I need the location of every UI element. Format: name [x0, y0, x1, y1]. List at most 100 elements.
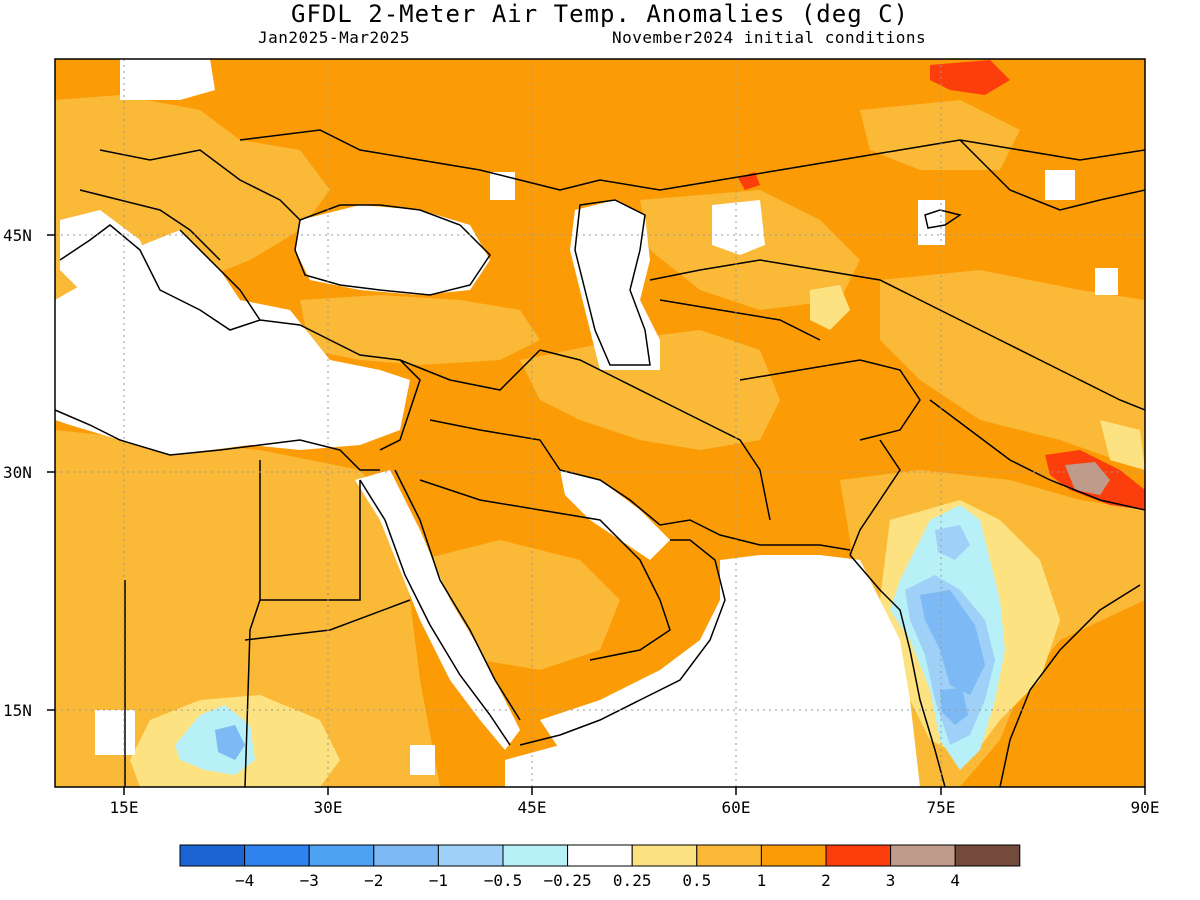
strong-warm-region-siberia	[930, 60, 1010, 95]
border-afghan	[739, 359, 921, 441]
cool-region-deccan	[940, 688, 968, 725]
lon-label-15e: 15E	[110, 798, 139, 817]
arabian-sea	[540, 555, 920, 787]
colorbar-swatch	[825, 844, 892, 867]
colorbar-swatch	[437, 844, 504, 867]
black-sea	[295, 205, 490, 295]
colorbar-swatch	[244, 844, 310, 867]
lon-label-45e: 45E	[518, 798, 547, 817]
colorbar-swatch	[567, 844, 633, 867]
coast-north-africa	[55, 409, 380, 471]
colorbar-swatch	[760, 844, 827, 867]
colorbar-label: 3	[886, 871, 896, 890]
colorbar-label: 1	[757, 871, 767, 890]
very-warm-region-himalaya	[1065, 462, 1110, 495]
map-frame	[54, 58, 1146, 788]
border-kazakh-south	[649, 259, 921, 301]
coast-red-sea-east	[394, 469, 521, 721]
border-europe-a	[99, 149, 301, 221]
gap-ethiopia	[410, 745, 435, 775]
border-egypt	[259, 460, 361, 601]
border-iran	[539, 349, 771, 521]
cool-region-sudan	[215, 725, 245, 760]
colorbar: −4 −3 −2 −1 −0.5 −0.25 0.25 0.5 1 2 3 4	[179, 844, 1021, 890]
border-iraq	[429, 419, 561, 471]
colorbar-label: −3	[300, 871, 319, 890]
border-saudi	[419, 479, 671, 661]
coast-red-sea-west	[359, 479, 511, 746]
slight-warm-region-kazakh	[810, 285, 850, 330]
colorbar-label: −4	[235, 871, 254, 890]
gulf-of-aden	[505, 745, 600, 787]
border-europe-b	[79, 189, 221, 261]
axis-ticks	[47, 234, 1146, 795]
gridlines	[55, 59, 1145, 787]
border-pakistan-india	[849, 439, 901, 556]
chart-title: GFDL 2-Meter Air Temp. Anomalies (deg C)	[291, 0, 909, 28]
colorbar-label: 0.25	[613, 871, 652, 890]
lat-label-45n: 45N	[3, 226, 32, 245]
lake-balkhash	[924, 209, 962, 229]
persian-gulf	[560, 470, 670, 560]
forecast-period: Jan2025-Mar2025	[258, 28, 410, 47]
coast-india-east	[999, 584, 1141, 787]
moderate-warm-region-turkey	[300, 295, 540, 365]
moderate-warm-region-iran	[520, 330, 780, 450]
border-libya	[244, 599, 261, 787]
lon-label-60e: 60E	[722, 798, 751, 817]
moderate-warm-region-tibet	[880, 270, 1145, 470]
colorbar-label: 0.5	[682, 871, 711, 890]
gap-sudan	[95, 710, 135, 755]
border-himalaya	[929, 399, 1145, 511]
colorbar-swatch	[179, 844, 246, 867]
colorbar-swatch	[890, 844, 956, 867]
border-mongolia	[959, 139, 1145, 211]
north-europe-gap	[120, 59, 215, 100]
lat-label-30n: 30N	[3, 463, 32, 482]
colorbar-swatch	[373, 844, 439, 867]
moderate-warm-region-africa	[55, 430, 440, 787]
border-sudan	[244, 599, 411, 641]
coast-india-west	[849, 554, 946, 787]
lat-label-15n: 15N	[3, 701, 32, 720]
border-balkans	[179, 229, 261, 321]
colorbar-label: −0.5	[484, 871, 523, 890]
cool-region-india-north	[935, 525, 970, 560]
border-turkey	[399, 349, 541, 391]
colorbar-label: 4	[950, 871, 960, 890]
coast-arabia-south	[519, 539, 726, 746]
gap-north-kaz	[490, 172, 515, 200]
red-sea	[355, 470, 520, 750]
border-china-west	[919, 299, 1145, 411]
coast-persian-gulf	[559, 469, 851, 551]
colorbar-label: 2	[821, 871, 831, 890]
colorbar-swatch	[502, 844, 569, 867]
lon-label-30e: 30E	[314, 798, 343, 817]
slight-warm-region-tibet	[1100, 420, 1145, 470]
border-russia	[239, 129, 1145, 191]
masked-regions	[55, 59, 1118, 787]
lon-label-75e: 75E	[927, 798, 956, 817]
coast-mediterranean	[59, 224, 421, 451]
colorbar-swatch	[631, 844, 698, 867]
colorbar-swatch	[308, 844, 375, 867]
colorbar-swatch	[954, 844, 1021, 867]
lon-label-90e: 90E	[1131, 798, 1160, 817]
tarim-gap	[1095, 268, 1118, 295]
aral-sea	[712, 200, 765, 255]
colorbar-label: −0.25	[544, 871, 592, 890]
colorbar-label: −1	[429, 871, 448, 890]
moderate-warm-region-siberia	[860, 100, 1020, 170]
border-uzbek	[659, 299, 821, 341]
coastlines-borders	[55, 129, 1145, 787]
colorbar-label: −2	[364, 871, 383, 890]
italy-area	[60, 210, 160, 300]
gap-mongolia	[1045, 170, 1075, 200]
caspian-sea	[570, 200, 660, 370]
initial-conditions: November2024 initial conditions	[612, 28, 927, 47]
coast-caspian	[574, 199, 651, 366]
cooler-region-india	[920, 590, 985, 695]
colorbar-swatch	[696, 844, 762, 867]
anomaly-field	[55, 59, 1145, 787]
